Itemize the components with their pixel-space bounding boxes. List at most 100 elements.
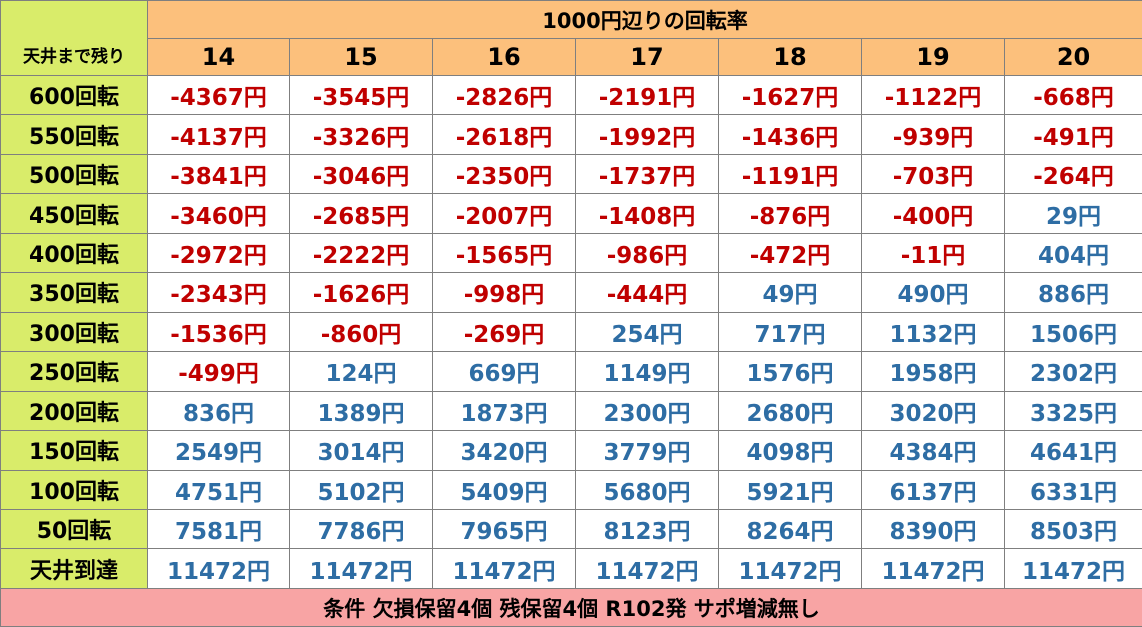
value-cell: 2302円 bbox=[1003, 351, 1142, 392]
value-cell: 404円 bbox=[1003, 232, 1142, 274]
value-cell: -3046円 bbox=[289, 153, 433, 195]
table-row: 250回転 -499円 124円 669円 1149円 1576円 1958円 2302円 bbox=[0, 351, 1142, 392]
value-cell: 4384円 bbox=[861, 430, 1005, 471]
value-cell: 11472円 bbox=[432, 548, 576, 589]
value-cell: -1992円 bbox=[575, 114, 719, 155]
value-cell: 1132円 bbox=[861, 311, 1005, 353]
value-cell: -2972円 bbox=[147, 232, 290, 274]
value-cell: -703円 bbox=[861, 153, 1005, 195]
value-cell: 6137円 bbox=[861, 469, 1005, 510]
value-cell: -2007円 bbox=[432, 193, 576, 234]
value-cell: 669円 bbox=[432, 351, 576, 392]
value-cell: 8503円 bbox=[1003, 508, 1142, 550]
value-cell: 8264円 bbox=[718, 508, 862, 550]
table-row: 500回転 -3841円 -3046円 -2350円 -1737円 -1191円 -703円… bbox=[0, 153, 1142, 195]
value-cell: -269円 bbox=[432, 311, 576, 353]
column-header-row: 14 15 16 17 18 19 20 bbox=[1, 38, 1142, 76]
column-header: 16 bbox=[432, 38, 576, 76]
value-cell: -11円 bbox=[861, 232, 1005, 274]
value-cell: 490円 bbox=[861, 272, 1005, 313]
value-cell: -3326円 bbox=[289, 114, 433, 155]
value-cell: -1536円 bbox=[147, 311, 290, 353]
value-cell: -2350円 bbox=[432, 153, 576, 195]
value-cell: 3779円 bbox=[575, 430, 719, 471]
value-cell: -939円 bbox=[861, 114, 1005, 155]
row-header: 200回転 bbox=[0, 390, 148, 432]
value-cell: 1873円 bbox=[432, 390, 576, 432]
row-header: 天井到達 bbox=[0, 548, 148, 589]
value-cell: 5102円 bbox=[289, 469, 433, 510]
value-cell: 3020円 bbox=[861, 390, 1005, 432]
value-cell: -1737円 bbox=[575, 153, 719, 195]
value-cell: 254円 bbox=[575, 311, 719, 353]
value-cell: -986円 bbox=[575, 232, 719, 274]
table-row: 150回転 2549円 3014円 3420円 3779円 4098円 4384円 4641円 bbox=[0, 430, 1142, 471]
column-header: 18 bbox=[718, 38, 862, 76]
value-cell: -2826円 bbox=[432, 74, 576, 116]
value-cell: -472円 bbox=[718, 232, 862, 274]
table-row: 100回転 4751円 5102円 5409円 5680円 5921円 6137円 6331円 bbox=[0, 469, 1142, 510]
row-header: 400回転 bbox=[0, 232, 148, 274]
value-cell: -2618円 bbox=[432, 114, 576, 155]
value-cell: 11472円 bbox=[718, 548, 862, 589]
value-cell: 5921円 bbox=[718, 469, 862, 510]
column-header: 20 bbox=[1003, 38, 1142, 76]
value-cell: -860円 bbox=[289, 311, 433, 353]
value-cell: -668円 bbox=[1003, 74, 1142, 116]
conditions-footer: 条件 欠損保留4個 残保留4個 R102発 サポ増減無し bbox=[0, 588, 1142, 627]
value-cell: 717円 bbox=[718, 311, 862, 353]
column-header: 14 bbox=[147, 38, 290, 76]
value-cell: 1389円 bbox=[289, 390, 433, 432]
value-cell: -1408円 bbox=[575, 193, 719, 234]
value-cell: -3545円 bbox=[289, 74, 433, 116]
value-cell: 49円 bbox=[718, 272, 862, 313]
value-cell: -4137円 bbox=[147, 114, 290, 155]
value-cell: -1627円 bbox=[718, 74, 862, 116]
value-cell: 1576円 bbox=[718, 351, 862, 392]
value-cell: 886円 bbox=[1003, 272, 1142, 313]
value-cell: 8390円 bbox=[861, 508, 1005, 550]
value-cell: -876円 bbox=[718, 193, 862, 234]
value-cell: -1191円 bbox=[718, 153, 862, 195]
value-cell: 124円 bbox=[289, 351, 433, 392]
row-header: 550回転 bbox=[0, 114, 148, 155]
row-header: 500回転 bbox=[0, 153, 148, 195]
value-cell: 5680円 bbox=[575, 469, 719, 510]
corner-label: 天井まで残り bbox=[0, 0, 148, 76]
value-cell: -2685円 bbox=[289, 193, 433, 234]
column-header: 15 bbox=[289, 38, 433, 76]
value-cell: 7786円 bbox=[289, 508, 433, 550]
value-cell: 11472円 bbox=[575, 548, 719, 589]
table-row: 300回転 -1536円 -860円 -269円 254円 717円 1132円 1506円 bbox=[0, 311, 1142, 353]
value-cell: -4367円 bbox=[147, 74, 290, 116]
value-cell: 11472円 bbox=[289, 548, 433, 589]
value-cell: 836円 bbox=[147, 390, 290, 432]
value-cell: 11472円 bbox=[861, 548, 1005, 589]
value-cell: 11472円 bbox=[1003, 548, 1142, 589]
table-body: 600回転 -4367円 -3545円 -2826円 -2191円 -1627円 -1122… bbox=[0, 74, 1142, 589]
value-cell: 2300円 bbox=[575, 390, 719, 432]
value-cell: 1958円 bbox=[861, 351, 1005, 392]
table-row: 450回転 -3460円 -2685円 -2007円 -1408円 -876円 -400円 2… bbox=[0, 193, 1142, 234]
table-row: 天井到達 11472円 11472円 11472円 11472円 11472円 11472円… bbox=[0, 548, 1142, 589]
value-cell: -491円 bbox=[1003, 114, 1142, 155]
row-header: 350回転 bbox=[0, 272, 148, 313]
value-cell: -499円 bbox=[147, 351, 290, 392]
value-cell: 11472円 bbox=[147, 548, 290, 589]
row-header: 50回転 bbox=[0, 508, 148, 550]
table-row: 350回転 -2343円 -1626円 -998円 -444円 49円 490円 886円 bbox=[0, 272, 1142, 313]
table-row: 200回転 836円 1389円 1873円 2300円 2680円 3020円 3325円 bbox=[0, 390, 1142, 432]
value-cell: 2549円 bbox=[147, 430, 290, 471]
value-cell: 6331円 bbox=[1003, 469, 1142, 510]
value-cell: 7581円 bbox=[147, 508, 290, 550]
value-cell: -2343円 bbox=[147, 272, 290, 313]
value-cell: 3325円 bbox=[1003, 390, 1142, 432]
value-cell: -444円 bbox=[575, 272, 719, 313]
value-cell: 4098円 bbox=[718, 430, 862, 471]
value-cell: 4641円 bbox=[1003, 430, 1142, 471]
table-row: 400回転 -2972円 -2222円 -1565円 -986円 -472円 -11円 404… bbox=[0, 232, 1142, 274]
value-cell: -400円 bbox=[861, 193, 1005, 234]
table-row: 50回転 7581円 7786円 7965円 8123円 8264円 8390円 8503円 bbox=[0, 508, 1142, 550]
value-cell: -3841円 bbox=[147, 153, 290, 195]
row-header: 150回転 bbox=[0, 430, 148, 471]
